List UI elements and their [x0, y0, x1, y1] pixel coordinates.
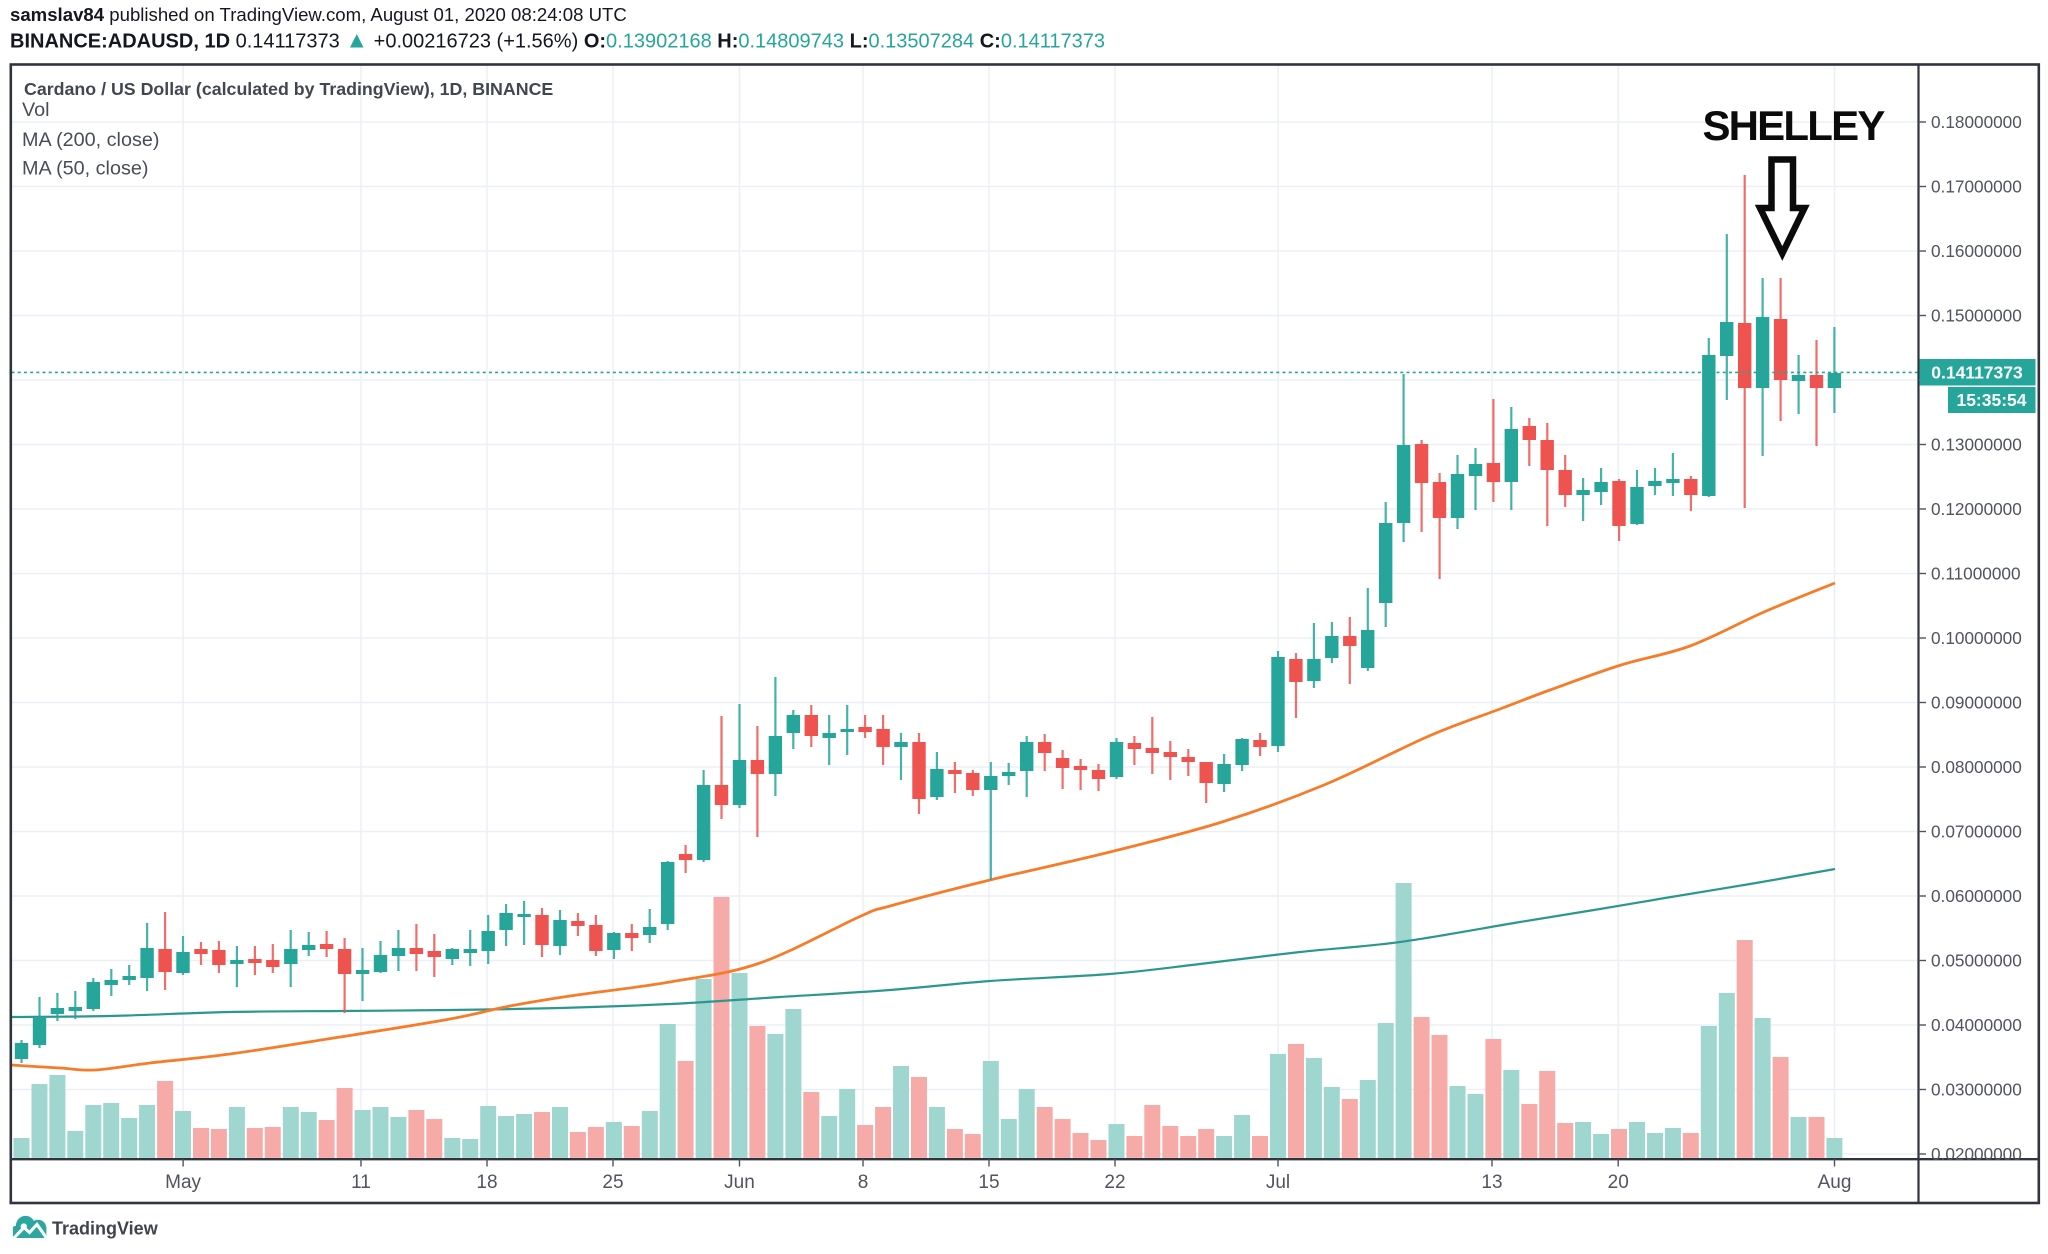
svg-text:25: 25 [602, 1172, 623, 1193]
svg-text:20: 20 [1608, 1172, 1629, 1193]
svg-text:0.08000000: 0.08000000 [1931, 757, 2022, 777]
svg-text:0.13000000: 0.13000000 [1931, 435, 2022, 455]
svg-text:TradingView: TradingView [52, 1219, 159, 1239]
svg-text:0.04000000: 0.04000000 [1931, 1015, 2022, 1035]
svg-text:MA (200, close): MA (200, close) [22, 129, 159, 151]
svg-text:22: 22 [1104, 1172, 1125, 1193]
svg-text:0.17000000: 0.17000000 [1931, 177, 2022, 197]
svg-text:SHELLEY: SHELLEY [1702, 102, 1885, 149]
svg-text:BINANCE:ADAUSD, 1D 0.14117373: BINANCE:ADAUSD, 1D 0.14117373 ▲ +0.00216… [10, 27, 1105, 53]
svg-text:Vol: Vol [22, 99, 50, 121]
svg-text:0.18000000: 0.18000000 [1931, 112, 2022, 132]
svg-text:8: 8 [858, 1172, 869, 1193]
svg-text:0.10000000: 0.10000000 [1931, 628, 2022, 648]
svg-text:samslav84 published on Trading: samslav84 published on TradingView.com, … [10, 4, 627, 25]
svg-text:0.03000000: 0.03000000 [1931, 1080, 2022, 1100]
svg-text:18: 18 [476, 1172, 497, 1193]
svg-text:0.02000000: 0.02000000 [1931, 1144, 2022, 1164]
svg-text:0.06000000: 0.06000000 [1931, 886, 2022, 906]
svg-text:15:35:54: 15:35:54 [1956, 390, 2026, 410]
svg-text:Jul: Jul [1266, 1172, 1290, 1193]
svg-text:0.07000000: 0.07000000 [1931, 822, 2022, 842]
svg-text:MA (50, close): MA (50, close) [22, 158, 148, 180]
svg-text:0.05000000: 0.05000000 [1931, 951, 2022, 971]
svg-text:May: May [165, 1172, 201, 1193]
svg-text:Jun: Jun [724, 1172, 755, 1193]
svg-text:15: 15 [978, 1172, 999, 1193]
svg-text:Aug: Aug [1818, 1172, 1852, 1193]
svg-text:0.14117373: 0.14117373 [1931, 363, 2023, 383]
svg-text:0.15000000: 0.15000000 [1931, 306, 2022, 326]
svg-text:Cardano / US Dollar (calculate: Cardano / US Dollar (calculated by Tradi… [24, 79, 553, 99]
svg-text:0.16000000: 0.16000000 [1931, 241, 2022, 261]
svg-text:0.11000000: 0.11000000 [1931, 564, 2021, 584]
svg-text:13: 13 [1481, 1172, 1502, 1193]
svg-text:11: 11 [351, 1172, 371, 1193]
svg-text:0.12000000: 0.12000000 [1931, 499, 2022, 519]
svg-text:0.09000000: 0.09000000 [1931, 693, 2022, 713]
